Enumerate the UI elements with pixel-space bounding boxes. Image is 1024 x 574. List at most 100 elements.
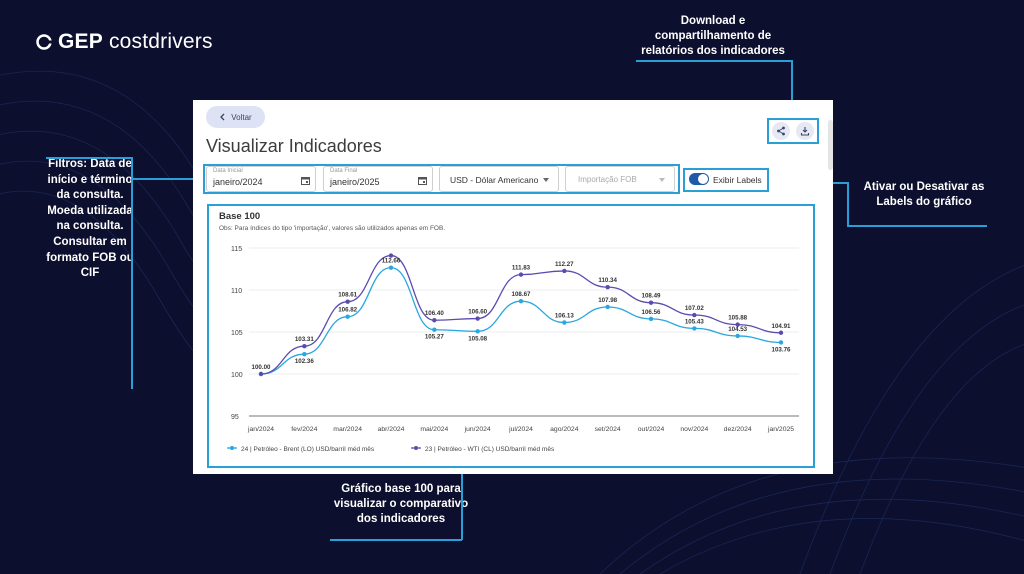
data-label: 105.27 — [425, 334, 444, 341]
chart-note: Obs: Para índices do tipo 'importação', … — [219, 225, 446, 232]
logo-brand: GEP — [58, 30, 103, 53]
callout-download: Download e compartilhamento de relatório… — [641, 15, 785, 57]
y-tick-label: 100 — [231, 372, 243, 379]
data-point — [345, 299, 350, 304]
data-label: 107.02 — [685, 305, 704, 312]
x-tick-label: set/2024 — [595, 426, 621, 433]
data-point — [432, 327, 437, 332]
x-tick-label: abr/2024 — [378, 426, 405, 433]
connector-grafico-v — [461, 468, 463, 540]
page-title: Visualizar Indicadores — [206, 136, 382, 156]
data-point — [475, 316, 480, 321]
x-tick-label: fev/2024 — [291, 426, 317, 433]
x-tick-label: ago/2024 — [550, 426, 579, 433]
show-labels-toggle[interactable] — [689, 173, 709, 185]
data-point — [735, 333, 740, 339]
data-label: 107.98 — [598, 297, 617, 304]
x-tick-label: jun/2024 — [464, 426, 491, 433]
chart-title: Base 100 — [219, 211, 261, 222]
data-label: 111.83 — [512, 265, 531, 272]
data-label: 105.43 — [685, 318, 704, 325]
start-date-value: janeiro/2024 — [213, 177, 263, 187]
connector-filtros-v — [131, 157, 133, 389]
connector-filtros-h2 — [131, 178, 203, 180]
data-label: 106.13 — [555, 313, 574, 320]
legend-label: 23 | Petróleo - WTI (CL) USD/barril méd … — [425, 446, 555, 453]
data-point — [735, 322, 740, 327]
data-point — [388, 265, 394, 270]
data-label: 112.27 — [555, 261, 574, 268]
data-label: 103.76 — [772, 346, 791, 353]
data-label: 105.08 — [468, 335, 487, 342]
start-date-label: Data Inicial — [213, 168, 243, 174]
callout-filtros: Filtros: Data de início e término da con… — [46, 158, 134, 280]
data-label: 106.82 — [338, 307, 357, 314]
data-point — [692, 312, 697, 318]
download-button[interactable] — [796, 122, 814, 140]
data-point — [692, 326, 697, 331]
data-point — [475, 329, 480, 334]
data-label: 108.49 — [642, 293, 661, 300]
gep-logo-icon — [36, 34, 52, 50]
x-tick-label: dez/2024 — [724, 426, 752, 433]
end-date-field[interactable]: Data Final janeiro/2025 — [323, 166, 433, 192]
connector-filtros-h — [46, 157, 132, 159]
x-tick-label: jul/2024 — [508, 426, 533, 433]
connector-download-h — [636, 60, 792, 62]
chevron-left-icon — [220, 113, 225, 121]
data-point — [518, 298, 524, 304]
data-point — [302, 343, 307, 349]
calendar-icon — [418, 177, 427, 185]
data-label: 106.56 — [642, 309, 661, 316]
data-label: 104.53 — [728, 326, 747, 333]
data-label: 108.67 — [512, 291, 531, 298]
data-label: 103.31 — [295, 336, 314, 343]
scrollbar[interactable] — [828, 120, 833, 170]
connector-download-v — [791, 60, 793, 112]
data-point — [258, 371, 264, 377]
data-label: 106.40 — [425, 310, 444, 317]
y-tick-label: 95 — [231, 414, 239, 421]
data-point — [605, 284, 610, 290]
chevron-down-icon — [659, 178, 665, 182]
data-label: 104.91 — [772, 323, 791, 330]
chevron-down-icon — [543, 178, 549, 182]
data-point — [648, 316, 654, 322]
data-label: 112.66 — [382, 258, 401, 265]
legend-swatch-dot — [230, 446, 234, 450]
currency-select[interactable]: USD - Dólar Americano — [439, 166, 559, 192]
legend-swatch-dot — [414, 446, 418, 450]
data-label: 110.34 — [598, 277, 617, 284]
data-point — [388, 253, 394, 258]
connector-labels-h2 — [847, 225, 987, 227]
x-tick-label: jan/2025 — [767, 426, 794, 433]
data-point — [302, 351, 307, 357]
x-tick-label: mar/2024 — [333, 426, 362, 433]
data-point — [432, 318, 437, 323]
start-date-field[interactable]: Data Inicial janeiro/2024 — [206, 166, 316, 192]
end-date-value: janeiro/2025 — [330, 177, 380, 187]
data-label: 100.00 — [252, 364, 271, 371]
data-point — [518, 272, 524, 277]
app-window: Voltar Visualizar Indicadores Data Inici… — [193, 100, 833, 474]
callout-grafico: Gráfico base 100 para visualizar o compa… — [333, 483, 469, 525]
x-tick-label: mai/2024 — [420, 426, 448, 433]
data-label: 102.36 — [295, 358, 314, 365]
data-point — [778, 330, 784, 335]
y-tick-label: 110 — [231, 288, 242, 295]
data-point — [778, 340, 784, 345]
show-labels-label: Exibir Labels — [713, 175, 762, 185]
incoterm-value: Importação FOB — [578, 175, 637, 184]
x-tick-label: jan/2024 — [247, 426, 274, 433]
data-label: 108.61 — [338, 292, 357, 299]
data-point — [562, 320, 567, 325]
back-button[interactable]: Voltar — [206, 106, 265, 128]
share-button[interactable] — [772, 122, 790, 140]
base100-line-chart: 95 100 105 110 115 jan/2024 fev/2024 mar/2024 ab… — [227, 246, 799, 453]
legend-label: 24 | Petróleo - Brent (LO) USD/barril mé… — [241, 446, 375, 453]
incoterm-select[interactable]: Importação FOB — [565, 166, 675, 192]
connector-labels-v — [847, 182, 849, 226]
data-point — [605, 304, 610, 310]
back-button-label: Voltar — [231, 112, 252, 122]
logo-product: costdrivers — [108, 30, 213, 53]
